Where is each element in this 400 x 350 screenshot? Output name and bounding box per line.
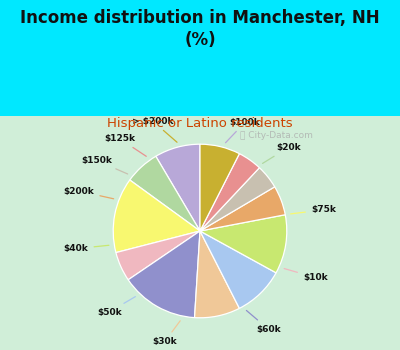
Wedge shape — [200, 231, 276, 308]
Text: ⓘ City-Data.com: ⓘ City-Data.com — [240, 131, 313, 140]
Wedge shape — [128, 231, 200, 318]
Text: > $200k: > $200k — [132, 117, 177, 142]
Wedge shape — [200, 187, 285, 231]
Text: $20k: $20k — [262, 143, 300, 163]
Wedge shape — [156, 144, 200, 231]
Text: $10k: $10k — [284, 268, 328, 282]
Wedge shape — [116, 231, 200, 280]
Text: $30k: $30k — [152, 321, 180, 346]
Text: $150k: $150k — [81, 156, 128, 174]
Bar — [0, 0, 400, 116]
Text: $75k: $75k — [290, 205, 336, 214]
Text: $125k: $125k — [104, 134, 146, 156]
Text: $200k: $200k — [64, 187, 114, 199]
Wedge shape — [200, 144, 240, 231]
Wedge shape — [200, 215, 287, 273]
Text: Income distribution in Manchester, NH
(%): Income distribution in Manchester, NH (%… — [20, 9, 380, 49]
Wedge shape — [130, 156, 200, 231]
Wedge shape — [200, 168, 275, 231]
Text: $50k: $50k — [97, 296, 135, 316]
Text: $100k: $100k — [226, 118, 260, 143]
Wedge shape — [194, 231, 240, 318]
Wedge shape — [200, 154, 260, 231]
Wedge shape — [113, 180, 200, 253]
Text: Hispanic or Latino residents: Hispanic or Latino residents — [107, 117, 293, 130]
Bar — [0, 116, 400, 350]
Text: $40k: $40k — [64, 244, 109, 253]
Text: $60k: $60k — [246, 310, 280, 334]
